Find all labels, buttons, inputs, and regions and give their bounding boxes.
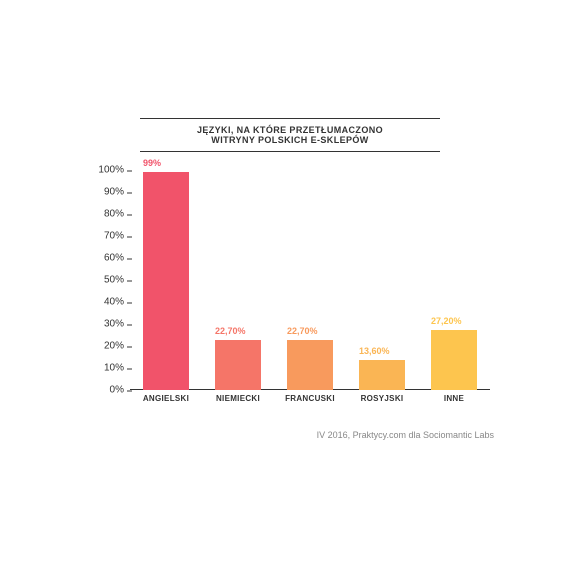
y-tick: 10% — [80, 363, 124, 374]
title-rule-bottom — [140, 151, 440, 152]
bar — [287, 340, 333, 390]
bar-slot: 13,60% — [346, 170, 418, 390]
x-label: ANGIELSKI — [130, 394, 202, 403]
x-label: INNE — [418, 394, 490, 403]
x-label: FRANCUSKI — [274, 394, 346, 403]
y-tick: 100% — [80, 165, 124, 176]
y-tick: 60% — [80, 253, 124, 264]
bar-slot: 99% — [130, 170, 202, 390]
bar — [215, 340, 261, 390]
y-tick: 70% — [80, 231, 124, 242]
bar-value-label: 22,70% — [287, 326, 318, 336]
bar — [431, 330, 477, 390]
chart-canvas: JĘZYKI, NA KTÓRE PRZETŁUMACZONO WITRYNY … — [0, 0, 580, 580]
x-labels: ANGIELSKINIEMIECKIFRANCUSKIROSYJSKIINNE — [130, 394, 490, 403]
x-label: NIEMIECKI — [202, 394, 274, 403]
y-tick: 0% — [80, 385, 124, 396]
x-label: ROSYJSKI — [346, 394, 418, 403]
bar — [359, 360, 405, 390]
bar-value-label: 27,20% — [431, 316, 462, 326]
source-text: IV 2016, Praktycy.com dla Sociomantic La… — [317, 430, 494, 440]
y-tick: 20% — [80, 341, 124, 352]
y-tick: 90% — [80, 187, 124, 198]
bar-value-label: 22,70% — [215, 326, 246, 336]
title-line-2: WITRYNY POLSKICH E-SKLEPÓW — [0, 135, 580, 145]
title-rule-top — [140, 118, 440, 119]
bar-slot: 22,70% — [274, 170, 346, 390]
title-line-1: JĘZYKI, NA KTÓRE PRZETŁUMACZONO — [0, 125, 580, 135]
bar-value-label: 99% — [143, 158, 161, 168]
bars-container: 99% 22,70% 22,70% 13,60% 27,20% — [130, 170, 490, 390]
plot-area: 99%22,70%22,70%13,60%27,20% 0%10%20%30%4… — [130, 170, 490, 390]
bar-value-label: 13,60% — [359, 346, 390, 356]
y-tick: 50% — [80, 275, 124, 286]
bar-slot: 27,20% — [418, 170, 490, 390]
chart-title: JĘZYKI, NA KTÓRE PRZETŁUMACZONO WITRYNY … — [0, 112, 580, 158]
y-tick: 40% — [80, 297, 124, 308]
bar — [143, 172, 189, 390]
bar-slot: 22,70% — [202, 170, 274, 390]
y-tick: 30% — [80, 319, 124, 330]
y-tick: 80% — [80, 209, 124, 220]
